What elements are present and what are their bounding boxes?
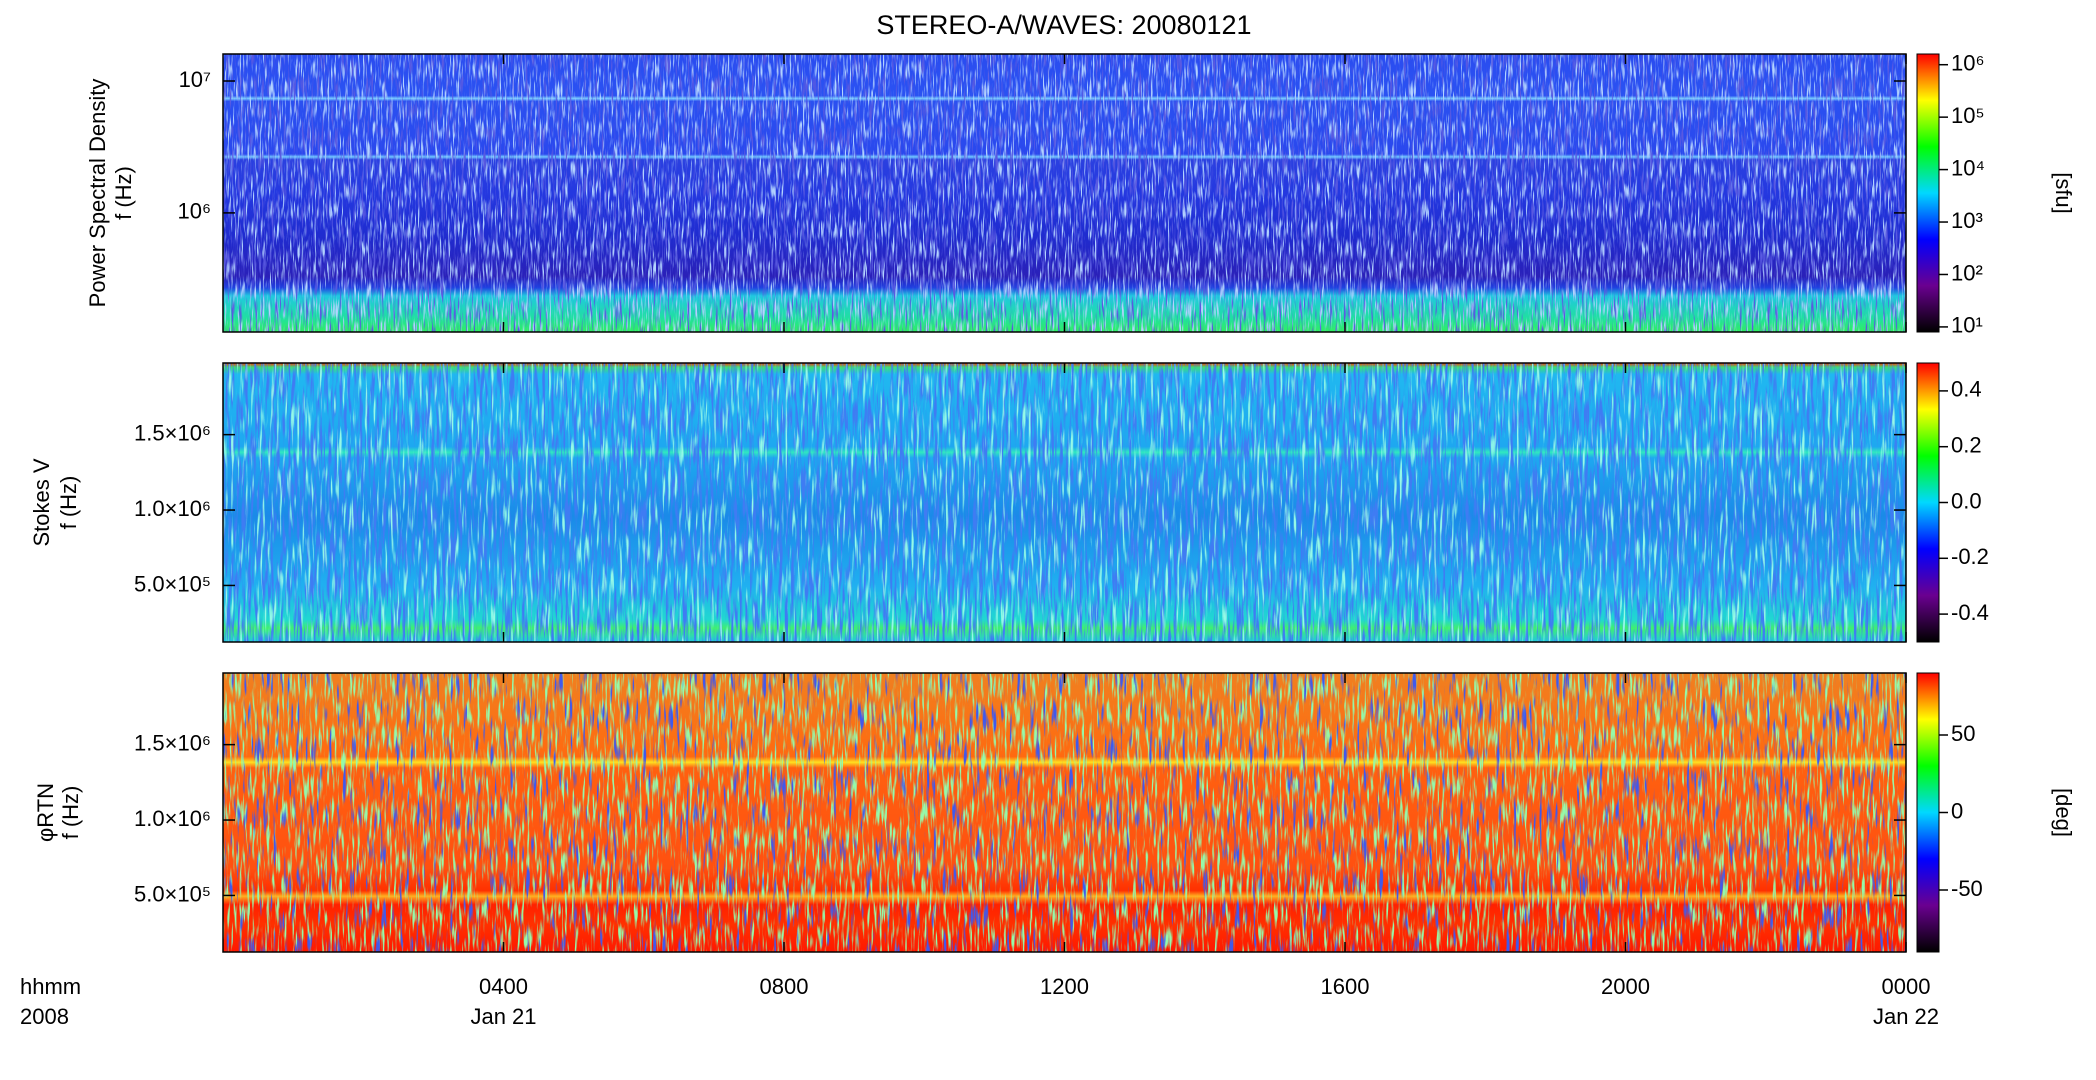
colorbar-tick-label: 0.2: [1951, 433, 1982, 458]
y-tick-label: 5.0×10⁵: [134, 881, 211, 906]
x-tick-label: 2000: [1601, 974, 1650, 999]
y-axis-label: f (Hz): [111, 166, 136, 220]
x-axis-label: hhmm: [20, 974, 81, 999]
y-tick-label: 1.5×10⁶: [134, 420, 211, 445]
colorbar-label: [deg]: [2051, 788, 2076, 837]
colorbar-tick-label: 0.4: [1951, 377, 1982, 402]
x-date-label: Jan 22: [1873, 1004, 1939, 1029]
colorbar-tick-label: 10¹: [1951, 313, 1983, 338]
colorbar-tick-label: 0.0: [1951, 488, 1982, 513]
x-tick-label: 0000: [1882, 974, 1931, 999]
x-tick-label: 1600: [1321, 974, 1370, 999]
colorbar-tick-label: -0.2: [1951, 544, 1989, 569]
y-tick-label: 1.0×10⁶: [134, 496, 211, 521]
x-tick-label: 0800: [760, 974, 809, 999]
y-tick-label: 10⁷: [179, 67, 211, 92]
y-tick-label: 1.5×10⁶: [134, 730, 211, 755]
colorbar-tick-label: 0: [1951, 798, 1963, 823]
y-tick-label: 1.0×10⁶: [134, 806, 211, 831]
spectrogram-texture: [223, 54, 1906, 332]
y-tick-label: 10⁶: [177, 199, 211, 224]
colorbar-tick-label: 50: [1951, 721, 1975, 746]
x-tick-label: 1200: [1040, 974, 1089, 999]
x-axis-label: 2008: [20, 1004, 69, 1029]
y-axis-label: f (Hz): [56, 476, 81, 530]
chart-title: STEREO-A/WAVES: 20080121: [876, 10, 1251, 40]
colorbar-tick-label: 10⁶: [1951, 51, 1985, 76]
colorbar-tick-label: 10⁵: [1951, 103, 1985, 128]
spectrogram-texture: [223, 673, 1906, 952]
x-date-label: Jan 21: [470, 1004, 536, 1029]
spectrogram-texture: [223, 363, 1906, 642]
y-axis-label: Stokes V: [29, 458, 54, 546]
x-tick-label: 0400: [479, 974, 528, 999]
colorbar-tick-label: 10²: [1951, 260, 1983, 285]
colorbar-label: [sfu]: [2051, 172, 2076, 214]
colorbar-tick-label: -50: [1951, 876, 1983, 901]
colorbar-tick-label: 10³: [1951, 208, 1983, 233]
colorbar-tick-label: -0.4: [1951, 600, 1989, 625]
y-tick-label: 5.0×10⁵: [134, 571, 211, 596]
y-axis-label: Power Spectral Density: [85, 79, 110, 308]
colorbar: [1916, 672, 1940, 953]
y-axis-label: f (Hz): [58, 786, 83, 840]
colorbar: [1916, 53, 1940, 333]
colorbar-tick-label: 10⁴: [1951, 155, 1985, 180]
y-axis-label: φRTN: [33, 783, 58, 842]
colorbar: [1916, 362, 1940, 643]
